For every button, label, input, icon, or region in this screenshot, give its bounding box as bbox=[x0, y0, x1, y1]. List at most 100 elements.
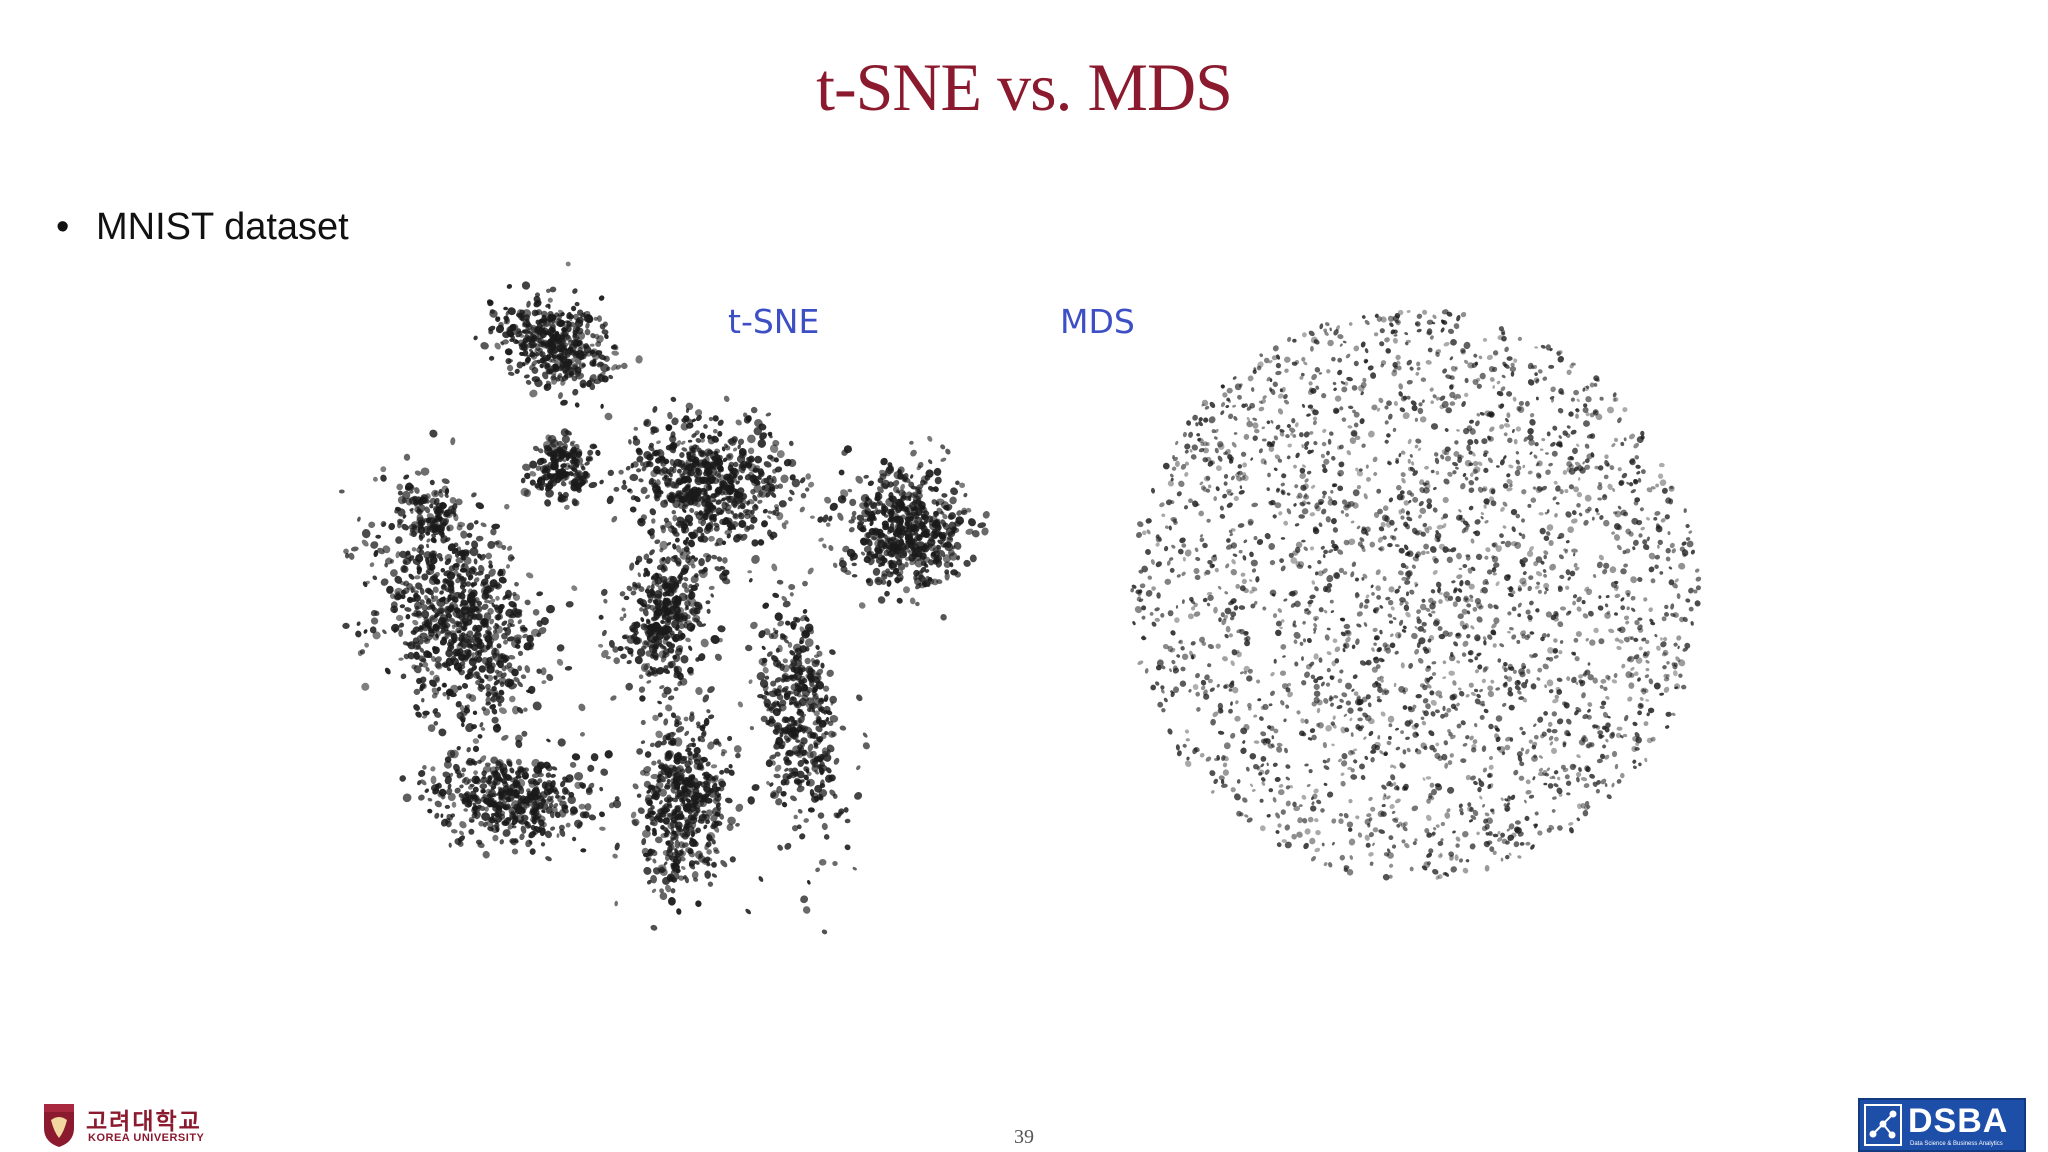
mds-point bbox=[1603, 474, 1609, 480]
tsne-point bbox=[644, 751, 652, 758]
tsne-point bbox=[852, 866, 857, 871]
tsne-point bbox=[449, 749, 459, 759]
tsne-point bbox=[657, 700, 662, 705]
tsne-point bbox=[589, 343, 595, 347]
tsne-point bbox=[638, 674, 644, 680]
mds-point bbox=[1520, 518, 1526, 523]
mds-point bbox=[1323, 549, 1328, 555]
tsne-point bbox=[761, 645, 766, 651]
tsne-point bbox=[630, 462, 634, 469]
tsne-point bbox=[700, 438, 706, 443]
tsne-point bbox=[600, 403, 604, 409]
tsne-point bbox=[361, 529, 371, 539]
tsne-point bbox=[550, 826, 556, 831]
mds-point bbox=[1275, 370, 1282, 376]
mds-point bbox=[1313, 623, 1318, 628]
mds-point bbox=[1185, 738, 1190, 742]
tsne-point bbox=[599, 786, 604, 792]
mds-point bbox=[1333, 387, 1337, 392]
tsne-point bbox=[700, 638, 709, 648]
tsne-point bbox=[727, 735, 733, 742]
mds-point bbox=[1576, 443, 1580, 448]
tsne-point bbox=[672, 466, 677, 474]
mds-point bbox=[1240, 747, 1247, 755]
mds-point bbox=[1461, 401, 1466, 407]
tsne-point bbox=[877, 596, 886, 604]
mds-point bbox=[1694, 600, 1701, 607]
tsne-point bbox=[799, 506, 805, 513]
tsne-point bbox=[610, 695, 617, 701]
tsne-point bbox=[524, 599, 531, 606]
mds-point bbox=[1517, 336, 1522, 341]
tsne-point bbox=[590, 753, 599, 762]
tsne-point bbox=[587, 449, 594, 456]
mds-point bbox=[1168, 525, 1172, 531]
mds-point bbox=[1421, 720, 1427, 726]
tsne-point bbox=[525, 839, 532, 848]
mds-point bbox=[1479, 714, 1485, 720]
tsne-point bbox=[572, 388, 579, 396]
tsne-point bbox=[460, 530, 468, 539]
tsne-point bbox=[750, 621, 758, 630]
tsne-point bbox=[749, 725, 755, 731]
tsne-point bbox=[510, 334, 515, 340]
mds-point bbox=[1320, 453, 1325, 459]
tsne-point bbox=[403, 453, 411, 461]
tsne-point bbox=[520, 477, 526, 484]
mds-point bbox=[1280, 809, 1286, 815]
mds-point bbox=[1220, 401, 1226, 408]
mds-point bbox=[1599, 396, 1604, 401]
mds-point bbox=[1564, 489, 1569, 494]
tsne-point bbox=[607, 469, 614, 477]
tsne-point bbox=[495, 324, 505, 334]
mds-point bbox=[1286, 455, 1291, 460]
tsne-point bbox=[683, 576, 689, 582]
tsne-point bbox=[545, 856, 552, 862]
mds-point bbox=[1499, 643, 1505, 648]
tsne-point bbox=[611, 350, 619, 356]
mds-point bbox=[1184, 449, 1189, 454]
mds-point bbox=[1430, 400, 1434, 405]
tsne-point bbox=[480, 342, 489, 350]
tsne-point bbox=[571, 753, 581, 761]
tsne-point bbox=[800, 895, 809, 904]
tsne-point bbox=[652, 858, 657, 864]
tsne-point bbox=[540, 842, 546, 847]
tsne-point bbox=[426, 538, 431, 543]
tsne-point bbox=[612, 853, 618, 859]
tsne-point bbox=[534, 483, 540, 489]
tsne-point bbox=[807, 879, 811, 885]
tsne-point bbox=[685, 402, 694, 411]
tsne-point bbox=[509, 695, 516, 703]
mds-point bbox=[1400, 472, 1406, 478]
mds-point bbox=[1585, 637, 1589, 642]
tsne-point bbox=[521, 344, 528, 351]
tsne-point bbox=[772, 592, 780, 599]
mds-point bbox=[1367, 702, 1372, 708]
mds-point bbox=[1453, 323, 1460, 330]
tsne-point bbox=[903, 586, 910, 594]
tsne-point bbox=[807, 743, 814, 752]
tsne-point bbox=[932, 486, 939, 493]
mds-point bbox=[1678, 562, 1686, 570]
tsne-point bbox=[844, 844, 851, 851]
mds-point bbox=[1409, 589, 1415, 595]
tsne-point bbox=[561, 435, 571, 444]
tsne-point bbox=[773, 773, 781, 779]
mds-point bbox=[1317, 559, 1322, 565]
mds-point bbox=[1431, 661, 1437, 665]
tsne-point bbox=[368, 521, 376, 529]
tsne-point bbox=[519, 309, 525, 316]
mds-point bbox=[1301, 794, 1307, 800]
tsne-point bbox=[613, 486, 620, 492]
tsne-point bbox=[502, 331, 510, 339]
tsne-point bbox=[657, 864, 667, 874]
tsne-point bbox=[640, 617, 645, 623]
mds-point bbox=[1479, 372, 1486, 380]
mds-point bbox=[1452, 830, 1456, 834]
tsne-point bbox=[412, 619, 419, 626]
tsne-point bbox=[560, 481, 567, 487]
tsne-point bbox=[761, 520, 768, 528]
tsne-point bbox=[832, 860, 838, 867]
mds-point bbox=[1620, 568, 1627, 575]
